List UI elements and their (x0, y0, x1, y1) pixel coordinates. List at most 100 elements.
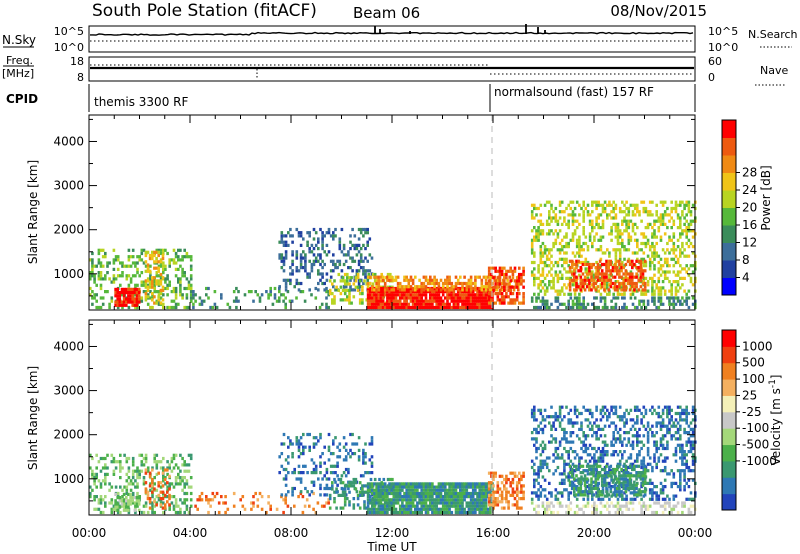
range-gate-cell (121, 466, 124, 470)
range-gate-cell (591, 222, 594, 226)
range-gate-cell (653, 222, 656, 226)
range-gate-cell (314, 467, 318, 472)
range-gate-cell (310, 293, 313, 297)
range-gate-cell (401, 488, 404, 492)
range-gate-cell (612, 200, 615, 204)
range-gate-cell (185, 491, 189, 496)
range-gate-cell (163, 506, 167, 510)
range-gate-cell (148, 471, 152, 475)
range-gate-cell (339, 493, 343, 497)
range-gate-cell (151, 296, 154, 300)
range-gate-cell (456, 495, 460, 499)
range-gate-cell (114, 277, 118, 281)
range-gate-cell (608, 232, 611, 236)
range-gate-cell (278, 286, 281, 291)
range-gate-cell (431, 504, 434, 508)
range-gate-cell (659, 257, 663, 261)
range-gate-cell (265, 290, 268, 294)
range-gate-cell (543, 289, 547, 293)
range-gate-cell (314, 231, 318, 235)
range-gate-cell (659, 299, 663, 303)
range-gate-cell (456, 485, 460, 489)
range-gate-cell (355, 442, 359, 446)
range-gate-cell (601, 456, 605, 460)
range-gate-cell (482, 305, 486, 310)
range-gate-cell (476, 275, 479, 279)
range-gate-cell (628, 278, 632, 282)
range-gate-cell (383, 285, 387, 289)
range-gate-cell (331, 487, 334, 491)
range-gate-cell (414, 504, 417, 508)
range-gate-cell (535, 232, 538, 236)
range-gate-cell (496, 500, 500, 504)
range-gate-cell (127, 505, 130, 509)
range-gate-cell (503, 266, 506, 270)
range-gate-cell (390, 275, 393, 279)
range-gate-cell (166, 490, 169, 494)
range-gate-cell (131, 491, 135, 496)
range-gate-cell (541, 427, 545, 431)
range-gate-cell (459, 495, 462, 499)
range-gate-cell (599, 450, 603, 454)
range-gate-cell (352, 295, 356, 299)
range-gate-cell (328, 279, 332, 283)
range-gate-cell (530, 238, 534, 242)
range-gate-cell (578, 292, 581, 296)
range-gate-cell (308, 288, 311, 292)
range-gate-cell (353, 247, 357, 251)
range-gate-cell (639, 285, 643, 289)
range-gate-cell (122, 492, 126, 496)
range-gate-cell (580, 305, 583, 310)
range-gate-cell (545, 465, 549, 470)
range-gate-cell (327, 290, 330, 294)
range-gate-cell (674, 248, 678, 252)
range-gate-cell (558, 421, 562, 425)
range-gate-cell (640, 289, 643, 293)
range-gate-cell (133, 496, 137, 500)
range-gate-cell (405, 296, 408, 300)
range-gate-cell (172, 466, 176, 470)
range-gate-cell (653, 280, 656, 284)
range-gate-cell (456, 491, 460, 496)
range-gate-cell (446, 510, 449, 515)
range-gate-cell (631, 289, 635, 293)
range-gate-cell (370, 439, 374, 443)
range-gate-cell (284, 467, 288, 472)
range-gate-cell (610, 229, 613, 233)
range-gate-cell (140, 280, 144, 284)
range-gate-cell (565, 276, 568, 280)
range-gate-cell (99, 501, 103, 505)
range-gate-cell (548, 415, 551, 419)
range-gate-cell (463, 507, 466, 511)
range-gate-cell (539, 273, 543, 277)
range-gate-cell (278, 471, 281, 475)
range-gate-cell (579, 285, 583, 289)
range-gate-cell (168, 280, 171, 284)
range-gate-cell (386, 495, 389, 499)
range-gate-cell (581, 285, 585, 289)
range-gate-cell (200, 299, 204, 303)
range-gate-cell (349, 240, 352, 244)
range-gate-cell (359, 253, 363, 257)
range-gate-cell (164, 277, 167, 281)
range-gate-cell (586, 260, 590, 265)
range-gate-cell (237, 299, 240, 303)
range-gate-cell (554, 299, 558, 303)
range-gate-cell (454, 491, 458, 496)
range-gate-cell (267, 293, 270, 297)
range-gate-cell (653, 229, 656, 233)
range-gate-cell (543, 302, 547, 306)
range-gate-cell (446, 275, 449, 279)
range-gate-cell (535, 229, 538, 233)
range-gate-cell (375, 288, 378, 292)
range-gate-cell (358, 292, 362, 296)
range-gate-cell (578, 296, 581, 300)
range-gate-cell (467, 286, 471, 291)
range-gate-cell (571, 213, 575, 217)
range-gate-cell (651, 286, 654, 290)
range-gate-cell (414, 495, 417, 499)
range-gate-cell (366, 278, 369, 282)
range-gate-cell (232, 491, 236, 496)
range-gate-cell (585, 278, 589, 282)
range-gate-cell (370, 464, 374, 468)
